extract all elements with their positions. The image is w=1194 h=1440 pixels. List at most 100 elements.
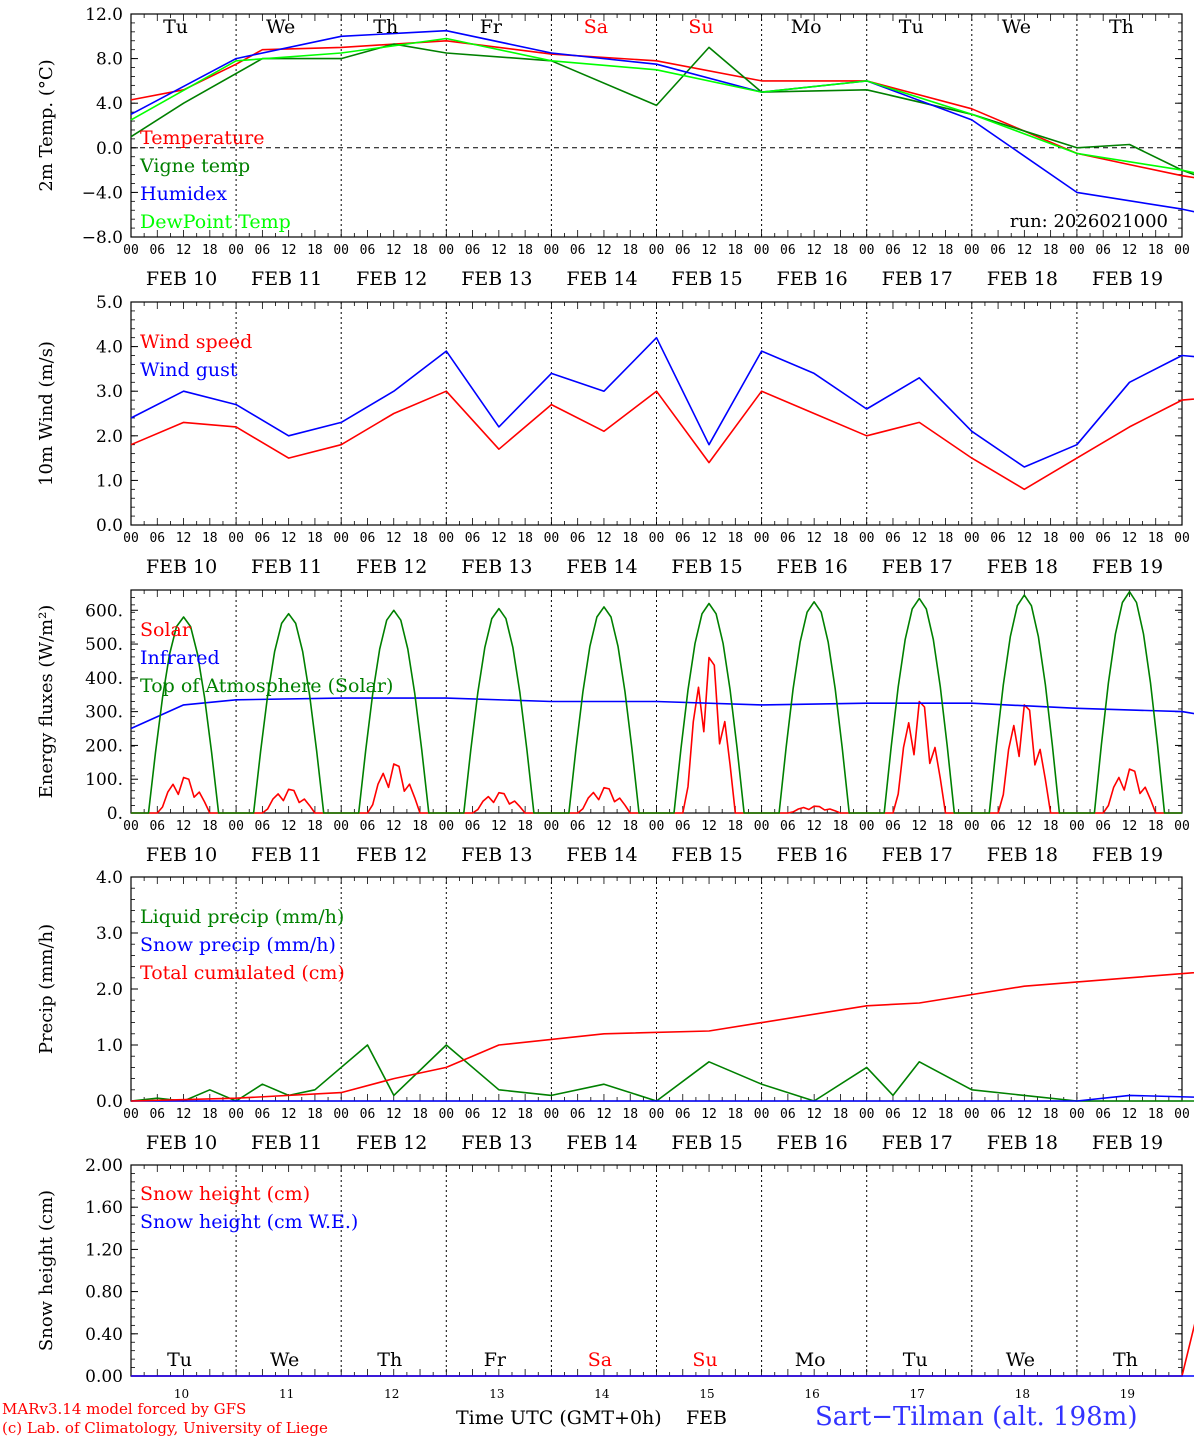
hour-tick-label: 06 (1095, 531, 1111, 546)
hour-tick-label: 18 (307, 819, 323, 834)
hour-tick-label: 18 (202, 819, 218, 834)
y-tick-label: 8.0 (96, 50, 123, 70)
hour-tick-label: 06 (885, 243, 901, 258)
series-line-dewpoint-temp (130, 37, 1194, 174)
hour-tick-label: 00 (1174, 243, 1190, 258)
hour-tick-label: 00 (1069, 243, 1085, 258)
hour-tick-label: 00 (754, 819, 770, 834)
y-tick-label: 4.0 (96, 868, 123, 888)
hour-tick-label: 06 (149, 531, 165, 546)
hour-tick-label: 12 (806, 819, 822, 834)
series-line-snow-precip-mm-h- (131, 1094, 1194, 1102)
hour-tick-label: 12 (176, 819, 192, 834)
series-line-top-of-atmosphere-solar- (131, 590, 1182, 814)
series-line-wind-speed (130, 390, 1194, 491)
day-name-label: Th (1109, 16, 1134, 38)
hour-tick-label: 18 (517, 819, 533, 834)
hour-tick-label: 06 (149, 819, 165, 834)
legend-entry: Temperature (140, 127, 264, 149)
date-label: FEB 19 (1092, 844, 1163, 866)
legend-entry: Snow precip (mm/h) (140, 934, 336, 956)
hour-tick-label: 18 (622, 531, 638, 546)
hour-tick-label: 18 (1043, 243, 1059, 258)
date-label: FEB 14 (566, 556, 637, 578)
y-tick-label: 100. (85, 770, 123, 790)
hour-tick-label: 00 (859, 1107, 875, 1122)
day-number-label: 19 (1120, 1387, 1135, 1401)
series-line-wind-gust (130, 336, 1194, 468)
hour-tick-label: 18 (938, 819, 954, 834)
series-line-vigne-temp (130, 43, 1194, 176)
hour-tick-label: 12 (806, 1107, 822, 1122)
hour-tick-label: 00 (228, 243, 244, 258)
hour-tick-label: 06 (780, 243, 796, 258)
date-label: FEB 17 (882, 556, 953, 578)
hour-tick-label: 00 (544, 819, 560, 834)
series-line-snow-height-cm- (131, 1323, 1194, 1377)
day-name-label: Mo (795, 1349, 826, 1371)
hour-tick-label: 00 (438, 819, 454, 834)
day-name-label: We (270, 1349, 299, 1371)
date-label: FEB 10 (146, 1132, 217, 1154)
hour-tick-label: 18 (1148, 243, 1164, 258)
hour-tick-label: 06 (570, 819, 586, 834)
hour-tick-label: 18 (1148, 531, 1164, 546)
legend-entry: Top of Atmosphere (Solar) (140, 675, 393, 697)
hour-tick-label: 00 (333, 531, 349, 546)
series-line-temperature (130, 40, 1194, 179)
hour-tick-label: 18 (622, 243, 638, 258)
y-tick-label: 200. (85, 736, 123, 756)
date-label: FEB 14 (566, 844, 637, 866)
hour-tick-label: 06 (255, 243, 271, 258)
hour-tick-label: 12 (281, 1107, 297, 1122)
series-line-infrared (130, 697, 1194, 730)
date-label: FEB 19 (1092, 556, 1163, 578)
x-axis-month: FEB (686, 1407, 728, 1429)
hour-tick-label: 12 (1122, 1107, 1138, 1122)
hour-tick-label: 12 (596, 819, 612, 834)
hour-tick-label: 00 (1174, 1107, 1190, 1122)
hour-tick-label: 00 (228, 531, 244, 546)
hour-tick-label: 06 (885, 531, 901, 546)
date-label: FEB 16 (777, 844, 848, 866)
date-label: FEB 11 (251, 556, 322, 578)
hour-tick-label: 12 (491, 243, 507, 258)
series-line-humidex (130, 29, 1194, 213)
legend-entry: Solar (140, 619, 192, 641)
y-axis-label: Energy fluxes (W/m²) (36, 605, 57, 799)
hour-tick-label: 00 (964, 531, 980, 546)
hour-tick-label: 18 (727, 1107, 743, 1122)
day-number-label: 12 (384, 1387, 399, 1401)
day-name-label: Su (692, 1349, 717, 1371)
hour-tick-label: 18 (833, 531, 849, 546)
hour-tick-label: 00 (859, 243, 875, 258)
date-label: FEB 15 (671, 268, 742, 290)
hour-tick-label: 00 (123, 243, 139, 258)
hour-tick-label: 06 (780, 531, 796, 546)
hour-tick-label: 06 (465, 819, 481, 834)
legend-entry: Snow height (cm W.E.) (140, 1211, 358, 1233)
date-label: FEB 19 (1092, 268, 1163, 290)
hour-tick-label: 18 (727, 531, 743, 546)
hour-tick-label: 06 (465, 243, 481, 258)
hour-tick-label: 12 (281, 819, 297, 834)
hour-tick-label: 00 (964, 1107, 980, 1122)
hour-tick-label: 18 (938, 531, 954, 546)
y-tick-label: 1.0 (96, 1036, 123, 1056)
date-label: FEB 14 (566, 268, 637, 290)
hour-tick-label: 12 (1122, 243, 1138, 258)
y-tick-label: 0.0 (96, 516, 123, 536)
date-label: FEB 15 (671, 1132, 742, 1154)
panel-wind: 5.0 4.0 3.0 2.0 1.0 0.0 10m Wind (m/s) Wind spe… (36, 293, 1194, 578)
hour-tick-label: 00 (754, 1107, 770, 1122)
date-label: FEB 10 (146, 268, 217, 290)
hour-tick-label: 00 (544, 531, 560, 546)
hour-tick-label: 12 (911, 1107, 927, 1122)
date-label: FEB 13 (461, 268, 532, 290)
y-tick-label: 0.80 (85, 1283, 123, 1303)
hour-tick-label: 00 (859, 819, 875, 834)
hour-tick-label: 12 (176, 531, 192, 546)
hour-tick-label: 06 (675, 1107, 691, 1122)
hour-tick-label: 12 (596, 531, 612, 546)
hour-tick-label: 12 (386, 819, 402, 834)
